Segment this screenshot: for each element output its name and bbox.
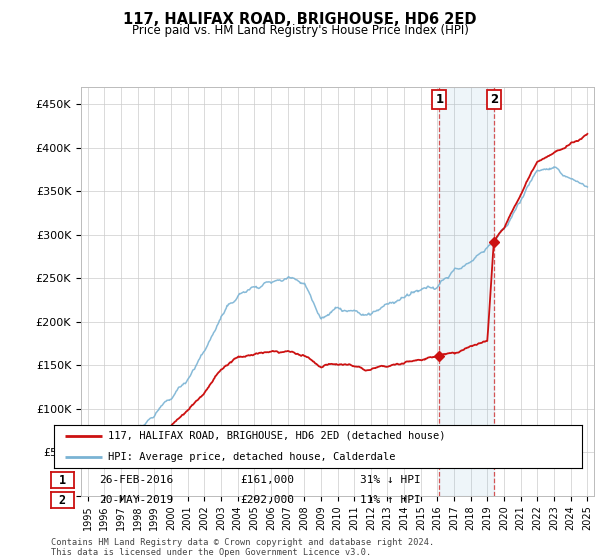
Text: 2: 2 bbox=[59, 493, 66, 506]
Text: 31% ↓ HPI: 31% ↓ HPI bbox=[360, 475, 421, 485]
Text: Contains HM Land Registry data © Crown copyright and database right 2024.
This d: Contains HM Land Registry data © Crown c… bbox=[51, 538, 434, 557]
Text: 1: 1 bbox=[436, 93, 443, 106]
Text: 2: 2 bbox=[490, 93, 498, 106]
Text: 117, HALIFAX ROAD, BRIGHOUSE, HD6 2ED (detached house): 117, HALIFAX ROAD, BRIGHOUSE, HD6 2ED (d… bbox=[108, 431, 445, 441]
Text: 11% ↑ HPI: 11% ↑ HPI bbox=[360, 495, 421, 505]
Bar bbox=[439, 87, 494, 496]
Text: 1: 1 bbox=[59, 474, 66, 487]
Text: 26-FEB-2016: 26-FEB-2016 bbox=[99, 475, 173, 485]
Text: £292,000: £292,000 bbox=[240, 495, 294, 505]
Text: 20-MAY-2019: 20-MAY-2019 bbox=[99, 495, 173, 505]
Text: £161,000: £161,000 bbox=[240, 475, 294, 485]
Text: Price paid vs. HM Land Registry's House Price Index (HPI): Price paid vs. HM Land Registry's House … bbox=[131, 24, 469, 36]
Text: HPI: Average price, detached house, Calderdale: HPI: Average price, detached house, Cald… bbox=[108, 452, 395, 462]
Text: 117, HALIFAX ROAD, BRIGHOUSE, HD6 2ED: 117, HALIFAX ROAD, BRIGHOUSE, HD6 2ED bbox=[123, 12, 477, 27]
